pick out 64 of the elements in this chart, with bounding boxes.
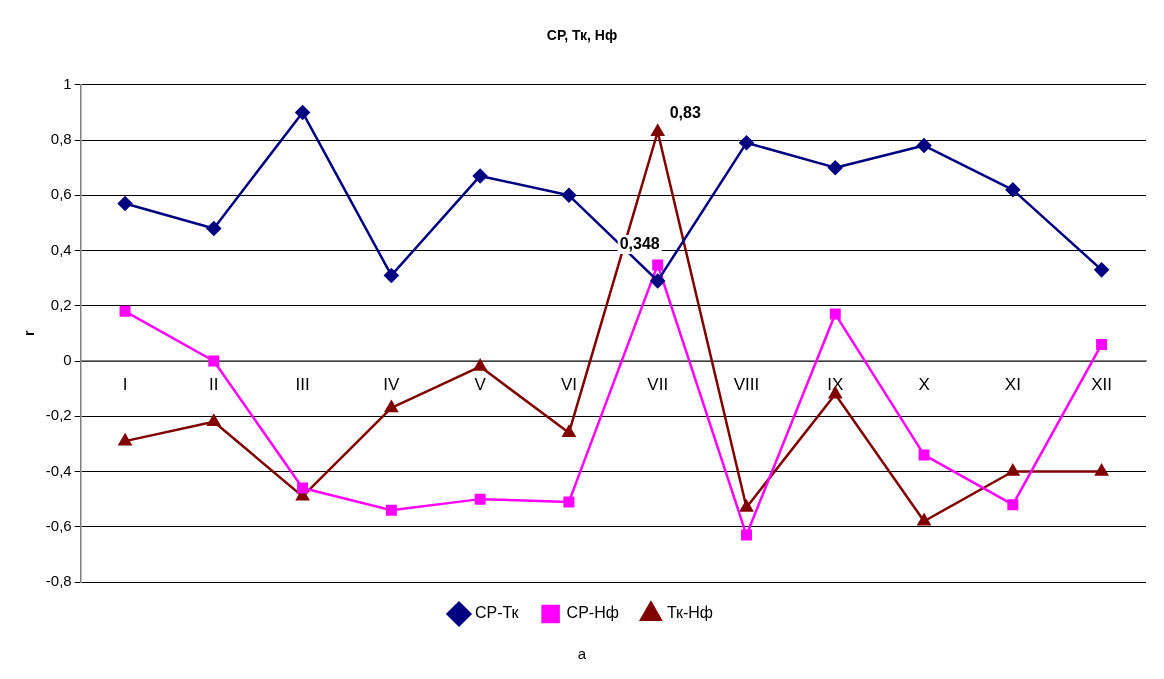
- point: [1007, 499, 1019, 511]
- y-axis-title: r: [21, 330, 38, 337]
- point: [828, 160, 843, 175]
- point: [1005, 182, 1021, 198]
- y-tick-label: -0,4: [45, 461, 72, 479]
- y-tick-label: -0,6: [45, 516, 72, 534]
- point: [208, 355, 220, 367]
- point: [1094, 262, 1109, 278]
- point: [474, 493, 486, 505]
- point: [1095, 464, 1109, 476]
- point: [562, 425, 576, 438]
- y-tick-label: 0,6: [50, 185, 72, 203]
- y-tick-label: 0,8: [50, 130, 72, 148]
- point: [739, 135, 754, 151]
- point: [118, 433, 132, 446]
- point: [651, 124, 665, 137]
- x-tick-label: XI: [1004, 374, 1021, 394]
- point: [384, 268, 399, 283]
- x-tick-label: I: [122, 374, 128, 394]
- point: [829, 308, 841, 320]
- text: а: [577, 645, 587, 663]
- point: [650, 273, 665, 289]
- point: [918, 449, 930, 461]
- point: [652, 259, 664, 271]
- point: [1096, 338, 1108, 350]
- point: [741, 529, 752, 541]
- point: [119, 305, 131, 317]
- point: [1006, 464, 1020, 476]
- y-tick-label: 0,2: [50, 295, 72, 313]
- x-tick-label: XII: [1091, 374, 1113, 394]
- x-tick-label: VII: [647, 374, 669, 394]
- point: [561, 188, 577, 203]
- point: [384, 400, 398, 413]
- point: [916, 138, 932, 153]
- point: [295, 105, 310, 120]
- data-label: 0,83: [669, 104, 701, 122]
- chart-title: СР, Тк, Нф: [546, 27, 618, 44]
- x-tick-label: II: [209, 374, 219, 394]
- point: [472, 168, 488, 184]
- y-tick-label: 1: [63, 74, 72, 92]
- x-tick-label: VI: [560, 374, 577, 394]
- y-tick-label: 0,4: [50, 240, 72, 258]
- point: [117, 196, 133, 211]
- point: [207, 414, 221, 427]
- point: [563, 496, 575, 508]
- y-tick-label: -0,8: [45, 572, 72, 590]
- x-tick-label: III: [295, 374, 310, 394]
- data-label: 0,348: [619, 235, 660, 253]
- legend-label: СР-Тк: [474, 604, 520, 622]
- legend-label: СР-Нф: [566, 604, 619, 622]
- point: [917, 513, 931, 526]
- y-tick-label: 0: [63, 351, 72, 369]
- point: [473, 359, 487, 371]
- point: [297, 482, 309, 494]
- x-tick-label: IX: [827, 374, 844, 394]
- point: [385, 504, 397, 516]
- point: [206, 221, 222, 236]
- y-tick-label: -0,2: [45, 406, 72, 424]
- x-tick-label: IV: [383, 374, 401, 394]
- x-tick-label: X: [918, 374, 930, 394]
- legend-label: Тк-Нф: [666, 604, 714, 622]
- x-tick-label: V: [474, 374, 487, 394]
- point: [740, 500, 753, 512]
- x-tick-label: VIII: [733, 374, 760, 394]
